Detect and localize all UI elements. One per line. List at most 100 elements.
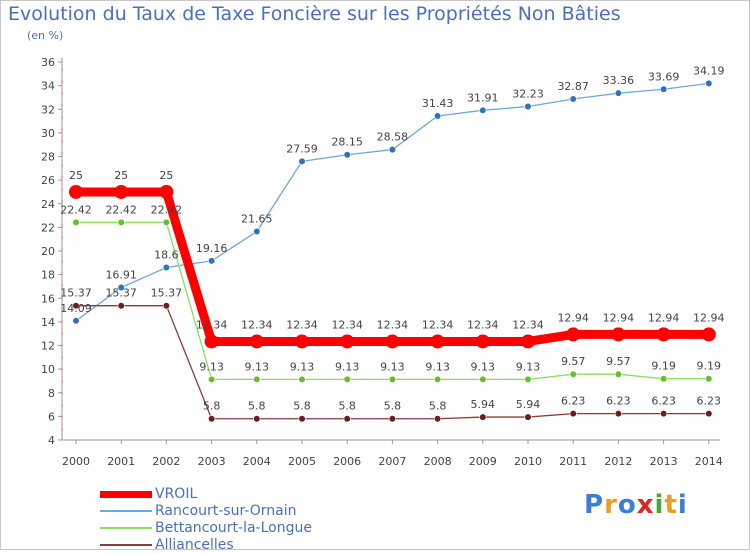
data-point-bettancourt-la-longue xyxy=(298,375,306,384)
data-label-bettancourt-la-longue: 9.13 xyxy=(245,360,270,373)
data-point-bettancourt-la-longue xyxy=(705,375,713,383)
data-label-vroil: 12.34 xyxy=(331,318,363,331)
data-label-alliancelles: 5.94 xyxy=(471,398,496,411)
data-point-vroil xyxy=(159,184,174,199)
data-label-alliancelles: 6.23 xyxy=(697,395,722,408)
data-point-bettancourt-la-longue xyxy=(253,375,261,384)
logo-letter: o xyxy=(617,490,637,520)
data-point-bettancourt-la-longue xyxy=(162,218,170,227)
data-point-bettancourt-la-longue xyxy=(343,375,351,384)
y-tick-label: 8 xyxy=(48,387,55,400)
legend-label-alliancelles: Alliancelles xyxy=(155,537,234,553)
y-tick-label: 34 xyxy=(41,80,55,93)
data-point-bettancourt-la-longue xyxy=(524,375,532,384)
data-label-bettancourt-la-longue: 9.13 xyxy=(425,360,450,373)
data-point-rancourt-sur-ornain xyxy=(705,79,713,87)
y-axis-unit-label: (en %) xyxy=(27,29,64,42)
data-label-vroil: 12.94 xyxy=(693,311,725,324)
legend-swatch-vroil xyxy=(100,491,152,498)
data-label-rancourt-sur-ornain: 31.91 xyxy=(467,91,499,104)
x-tick-label: 2006 xyxy=(333,455,361,468)
data-point-rancourt-sur-ornain xyxy=(117,283,125,292)
data-label-vroil: 12.34 xyxy=(467,318,499,331)
data-label-rancourt-sur-ornain: 14.09 xyxy=(60,302,92,315)
data-point-alliancelles xyxy=(705,410,713,418)
y-tick-label: 16 xyxy=(41,292,55,305)
data-point-vroil xyxy=(656,327,671,342)
data-label-bettancourt-la-longue: 22.42 xyxy=(105,203,137,216)
data-label-rancourt-sur-ornain: 19.16 xyxy=(196,242,228,255)
data-point-rancourt-sur-ornain xyxy=(72,317,80,325)
data-point-rancourt-sur-ornain xyxy=(388,146,397,154)
data-point-vroil xyxy=(521,334,535,349)
data-point-alliancelles xyxy=(72,302,80,310)
legend-label-rancourt: Rancourt-sur-Ornain xyxy=(155,503,297,519)
data-label-vroil: 12.34 xyxy=(422,318,454,331)
data-point-alliancelles xyxy=(162,302,170,310)
data-label-rancourt-sur-ornain: 32.87 xyxy=(557,80,589,93)
data-point-bettancourt-la-longue xyxy=(208,375,216,384)
data-point-rancourt-sur-ornain xyxy=(298,157,306,165)
data-point-vroil xyxy=(249,334,264,349)
data-point-bettancourt-la-longue xyxy=(614,370,623,378)
x-tick-label: 2011 xyxy=(559,455,587,468)
y-tick-label: 18 xyxy=(41,269,55,282)
data-label-alliancelles: 5.94 xyxy=(516,398,541,411)
logo-letter: x xyxy=(636,490,655,520)
data-point-rancourt-sur-ornain xyxy=(343,151,351,159)
data-point-alliancelles xyxy=(208,415,216,423)
data-label-vroil: 25 xyxy=(114,169,128,182)
data-label-vroil: 12.34 xyxy=(286,318,318,331)
data-point-rancourt-sur-ornain xyxy=(162,263,170,272)
data-label-bettancourt-la-longue: 9.13 xyxy=(290,360,315,373)
data-label-rancourt-sur-ornain: 18.6 xyxy=(154,249,179,262)
data-label-vroil: 25 xyxy=(69,169,83,182)
data-point-alliancelles xyxy=(614,410,623,418)
data-label-vroil: 12.34 xyxy=(241,318,273,331)
data-point-alliancelles xyxy=(117,302,125,310)
data-label-bettancourt-la-longue: 22.42 xyxy=(151,203,183,216)
data-label-alliancelles: 15.37 xyxy=(151,287,183,300)
data-label-rancourt-sur-ornain: 33.69 xyxy=(648,70,680,83)
logo-letter: t xyxy=(664,490,678,520)
data-label-alliancelles: 6.23 xyxy=(561,395,586,408)
data-point-alliancelles xyxy=(569,410,577,418)
y-tick-label: 24 xyxy=(41,198,55,211)
legend-swatch-rancourt xyxy=(100,510,152,512)
data-label-rancourt-sur-ornain: 33.36 xyxy=(603,74,635,87)
data-label-rancourt-sur-ornain: 31.43 xyxy=(422,97,454,110)
logo-letter: r xyxy=(604,490,618,520)
data-point-rancourt-sur-ornain xyxy=(569,95,577,103)
data-label-alliancelles: 5.8 xyxy=(203,400,221,413)
logo-letter: i xyxy=(677,490,688,520)
data-label-rancourt-sur-ornain: 16.91 xyxy=(105,269,137,282)
data-label-bettancourt-la-longue: 22.42 xyxy=(60,203,92,216)
y-tick-label: 32 xyxy=(41,103,55,116)
legend-swatch-alliancelles xyxy=(100,544,152,546)
data-label-vroil: 12.94 xyxy=(648,311,680,324)
data-point-bettancourt-la-longue xyxy=(72,218,80,227)
data-point-vroil xyxy=(114,184,129,199)
data-point-rancourt-sur-ornain xyxy=(434,112,442,120)
legend-label-bettancourt: Bettancourt-la-Longue xyxy=(155,520,312,536)
data-label-bettancourt-la-longue: 9.19 xyxy=(651,360,676,373)
data-label-alliancelles: 15.37 xyxy=(105,287,137,300)
x-tick-label: 2009 xyxy=(469,455,497,468)
y-tick-label: 4 xyxy=(48,434,55,447)
data-point-bettancourt-la-longue xyxy=(569,370,577,378)
data-point-alliancelles xyxy=(434,415,442,423)
data-point-rancourt-sur-ornain xyxy=(614,89,623,97)
x-tick-label: 2010 xyxy=(514,455,542,468)
x-tick-label: 2000 xyxy=(62,455,90,468)
data-label-alliancelles: 6.23 xyxy=(606,395,631,408)
data-point-vroil xyxy=(340,334,355,349)
data-point-rancourt-sur-ornain xyxy=(479,106,487,114)
legend-swatch-bettancourt xyxy=(100,527,152,529)
y-tick-label: 12 xyxy=(41,340,55,353)
data-point-alliancelles xyxy=(479,413,487,421)
y-tick-label: 30 xyxy=(41,127,55,140)
x-tick-label: 2012 xyxy=(604,455,632,468)
data-label-vroil: 12.34 xyxy=(377,318,409,331)
